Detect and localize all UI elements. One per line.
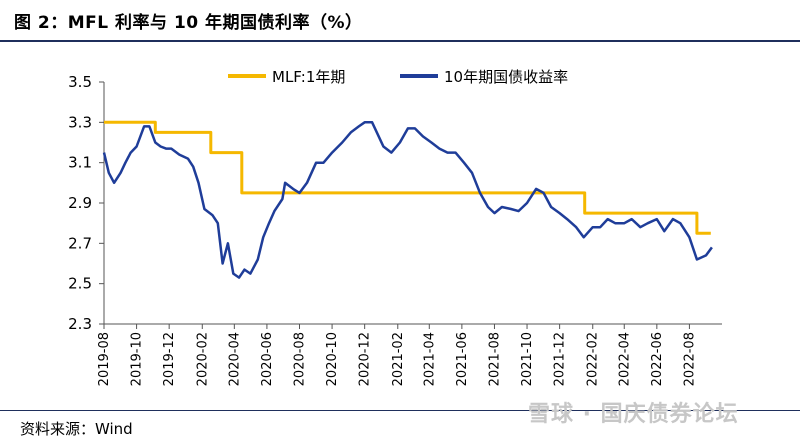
x-tick-label: 2019-12 xyxy=(162,332,177,386)
y-tick-label: 2.9 xyxy=(68,194,92,212)
legend-label-1: 10年期国债收益率 xyxy=(444,68,568,86)
source-note: 资料来源：Wind xyxy=(20,420,133,438)
x-tick-label: 2020-02 xyxy=(195,332,210,386)
x-tick-label: 2021-10 xyxy=(520,332,535,386)
x-tick-label: 2020-12 xyxy=(358,332,373,386)
y-tick-label: 2.7 xyxy=(68,234,92,252)
chart-series-lines xyxy=(102,120,713,279)
x-tick-label: 2019-08 xyxy=(97,332,112,386)
legend-label-0: MLF:1年期 xyxy=(272,68,345,86)
y-tick-label: 3.1 xyxy=(68,154,92,172)
x-tick-label: 2021-08 xyxy=(487,332,502,386)
y-tick-label: 3.3 xyxy=(68,113,92,131)
x-tick-label: 2021-04 xyxy=(422,332,437,386)
chart-legend: MLF:1年期 10年期国债收益率 xyxy=(228,68,568,86)
x-tick-label: 2021-06 xyxy=(455,332,470,386)
title-divider xyxy=(0,40,800,42)
y-tick-label: 3.5 xyxy=(68,73,92,91)
x-tick-label: 2021-02 xyxy=(391,332,406,386)
x-tick-label: 2022-02 xyxy=(586,332,601,386)
chart-axes: 2.3 2.5 2.7 2.9 3.1 3.3 3.5 2019-08 2019-10 2019-… xyxy=(68,73,722,386)
line-chart: 2.3 2.5 2.7 2.9 3.1 3.3 3.5 2019-08 2019-10 2019-… xyxy=(68,68,722,386)
watermark: 雪球 · 国庆债券论坛 xyxy=(528,402,739,427)
x-tick-label: 2020-10 xyxy=(325,332,340,386)
x-tick-label: 2020-08 xyxy=(292,332,307,386)
series-line-0 xyxy=(104,120,711,235)
x-tick-label: 2022-06 xyxy=(650,332,665,386)
x-tick-label: 2020-04 xyxy=(227,332,242,386)
x-tick-label: 2022-04 xyxy=(617,332,632,386)
x-tick-label: 2019-10 xyxy=(130,332,145,386)
x-tick-label: 2022-08 xyxy=(682,332,697,386)
y-tick-label: 2.5 xyxy=(68,275,92,293)
figure-title: 图 2：MFL 利率与 10 年期国债利率（%） xyxy=(14,13,363,33)
x-tick-label: 2021-12 xyxy=(553,332,568,386)
series-line-1 xyxy=(102,121,713,279)
footer-divider xyxy=(0,410,800,411)
y-tick-label: 2.3 xyxy=(68,315,92,333)
x-tick-label: 2020-06 xyxy=(260,332,275,386)
